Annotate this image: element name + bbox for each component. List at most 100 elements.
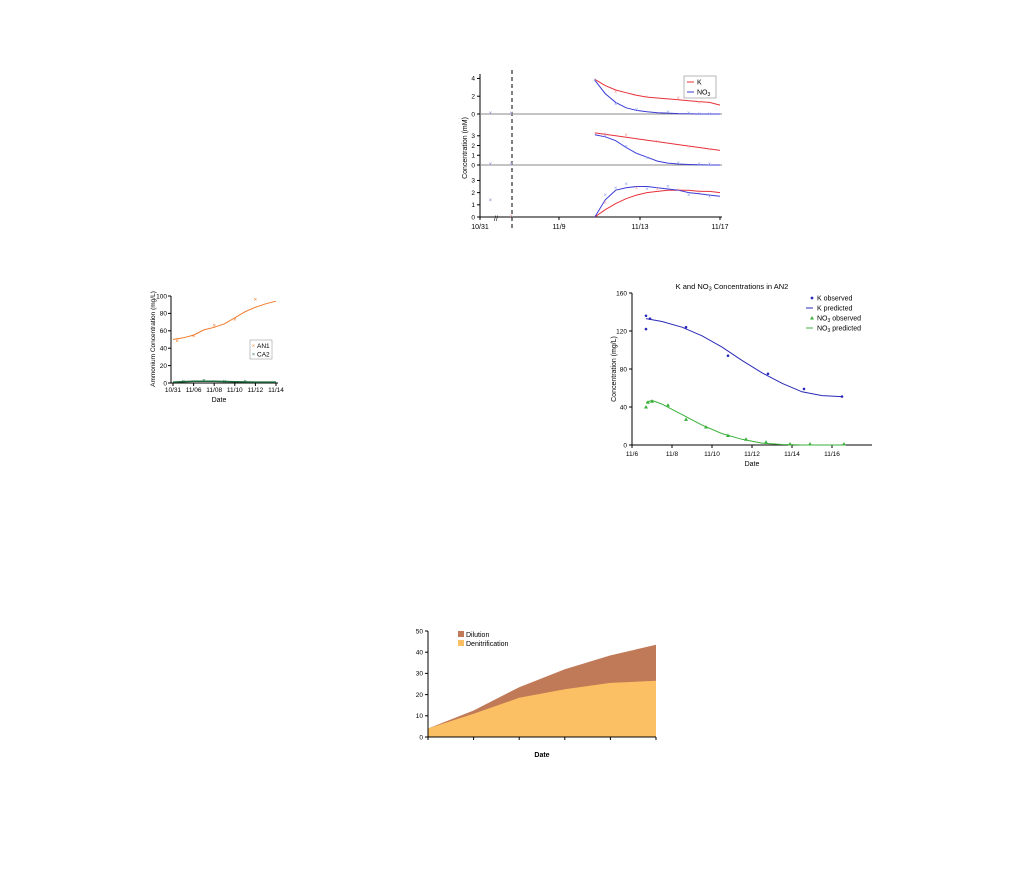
right-chart: K and NO3 Concentrations in AN2 0 40 80 120…	[611, 282, 872, 468]
right-k-predicted-line	[645, 318, 843, 398]
top-no3-observed-point: ×	[489, 162, 493, 168]
top-no3-observed-point: ×	[687, 111, 691, 117]
left-xtick-label: 11/06	[186, 387, 202, 394]
top-k-observed-point: ×	[603, 200, 607, 206]
top-ylabel: Concentration (mM)	[462, 117, 469, 179]
bottom-denitrification-area	[428, 680, 656, 737]
left-ca2-point: ×	[243, 379, 247, 385]
top-no3-predicted-line	[594, 134, 720, 166]
right-xtick-label: 11/14	[784, 451, 800, 458]
top-no3-observed-point: ×	[666, 185, 670, 191]
bottom-legend-dilution-label: Dilution	[466, 632, 489, 639]
top-legend: K NO3	[683, 75, 717, 99]
bottom-series	[428, 644, 656, 737]
left-ca2-point: ×	[182, 379, 186, 385]
top-k-observed-point: ×	[656, 187, 660, 193]
right-k-observed-point	[766, 372, 770, 376]
top-k-observed-point: ×	[677, 188, 681, 194]
top-ticks: 4 2 0 3 2 1 0 3 2 1 0	[471, 76, 721, 221]
top-no3-observed-point: ×	[614, 186, 618, 192]
left-legend-an1-label: AN1	[257, 343, 270, 350]
top-ytick-label: 2	[471, 94, 475, 101]
top-ytick-label: 2	[471, 190, 475, 197]
left-ylabel: Ammonium Concentration (mg/L)	[150, 291, 157, 387]
top-k-observed-point: ×	[614, 90, 618, 96]
top-ytick-label: 4	[471, 76, 475, 83]
bottom-ticks: 0 10 20 30 40 50	[416, 628, 657, 741]
left-xtick-label: 11/10	[227, 387, 243, 394]
top-ytick-label: 2	[471, 143, 475, 150]
left-xtick-label: 11/12	[248, 387, 264, 394]
top-k-observed-point: ×	[697, 100, 701, 106]
right-no3-observed-point	[684, 417, 688, 421]
right-k-observed-point	[802, 387, 806, 391]
top-no3-observed-point: ×	[624, 182, 628, 188]
bottom-ytick-label: 30	[416, 671, 424, 678]
left-xlabel: Date	[212, 397, 227, 404]
left-an1-point: ×	[254, 297, 258, 303]
top-k-observed-point: ×	[656, 140, 660, 146]
top-k-predicted-line	[594, 132, 721, 151]
left-ca2-point: ×	[223, 379, 227, 385]
right-ytick-label: 80	[620, 366, 628, 373]
right-legend-k-pred-label: K predicted	[817, 306, 853, 313]
right-legend-k-obs-marker	[810, 296, 814, 300]
right-k-observed-point	[684, 325, 688, 329]
bottom-legend: Dilution Denitrification	[458, 631, 509, 648]
top-no3-observed-point: ×	[697, 162, 701, 168]
top-no3-observed-point: ×	[624, 145, 628, 151]
bottom-legend-denitrification-swatch	[458, 640, 464, 646]
top-no3-observed-point: ×	[666, 110, 670, 116]
right-no3-observed-point	[842, 442, 846, 446]
right-no3-observed-point	[650, 399, 654, 403]
right-k-observed-point	[644, 314, 648, 318]
right-legend-k-obs-label: K observed	[817, 296, 853, 303]
top-k-observed-point: ×	[687, 145, 691, 151]
left-an1-point: ×	[212, 324, 216, 330]
top-legend-no3-label: NO3	[697, 90, 711, 99]
top-axis-break-mark: //	[494, 216, 498, 223]
right-legend: K observed K predicted NO3 observed NO3 …	[806, 296, 861, 334]
left-ytick-label: 60	[160, 328, 168, 335]
left-ca2-line	[172, 380, 276, 383]
top-legend-k-label: K	[697, 80, 702, 87]
top-k-observed-point: ×	[489, 198, 493, 204]
right-ytick-label: 0	[623, 442, 627, 449]
top-no3-observed-point: ×	[635, 108, 639, 114]
right-xtick-label: 11/10	[704, 451, 720, 458]
right-xtick-label: 11/12	[744, 451, 760, 458]
left-xtick-label: 10/31	[165, 387, 182, 394]
top-ytick-label: 3	[471, 178, 475, 185]
bottom-ytick-label: 10	[416, 713, 424, 720]
bottom-legend-denitrification-label: Denitrification	[466, 641, 509, 648]
right-no3-observed-point	[644, 405, 648, 409]
right-legend-no3-obs-label: NO3 observed	[817, 316, 861, 325]
top-no3-observed-point: ×	[614, 102, 618, 108]
top-no3-observed-point: ×	[708, 162, 712, 168]
left-ytick-label: 0	[163, 380, 167, 387]
bottom-ytick-label: 50	[416, 628, 424, 635]
left-an1-point: ×	[175, 339, 179, 345]
left-series: × × × × × × × × ×	[172, 297, 277, 385]
left-ticks: 100 80 60 40 20 010/31 11/06 11/08 11/10 11/12 11/…	[156, 293, 284, 394]
top-k-observed-point: ×	[489, 162, 493, 168]
left-ytick-label: 100	[156, 293, 167, 300]
right-ytick-label: 40	[620, 404, 628, 411]
top-ytick-label: 1	[471, 202, 475, 209]
top-no3-observed-point: ×	[603, 134, 607, 140]
right-ticks: 0 40 80 120 160 11/6 11/8 11/10 11/12 11/14 11/16	[616, 290, 840, 458]
right-title: K and NO3 Concentrations in AN2	[676, 282, 789, 293]
right-ytick-label: 120	[616, 328, 627, 335]
left-legend-an1-marker: ×	[252, 344, 255, 350]
top-k-observed-point: ×	[510, 162, 514, 168]
top-no3-observed-point: ×	[603, 193, 607, 199]
top-k-observed-point: ×	[645, 95, 649, 101]
bottom-legend-dilution-swatch	[458, 631, 464, 637]
top-k-predicted-line	[594, 78, 721, 106]
left-xtick-label: 11/14	[268, 387, 284, 394]
top-ytick-label: 1	[471, 153, 475, 160]
left-legend: × AN1 × CA2	[249, 339, 273, 360]
left-ytick-label: 80	[160, 311, 168, 318]
top-no3-observed-point: ×	[697, 112, 701, 118]
